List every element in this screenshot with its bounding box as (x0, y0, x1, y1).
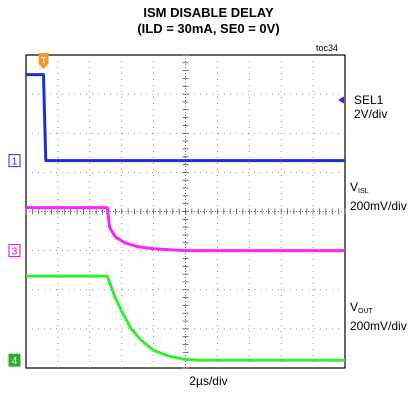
sel1-scale: 2V/div (354, 107, 388, 121)
chart-title-line2: (ILD = 30mA, SE0 = 0V) (137, 21, 280, 36)
channel-4-marker-box (8, 353, 21, 367)
vout-label: VOUT 200mV/div (350, 300, 407, 333)
vout-scale: 200mV/div (350, 319, 407, 333)
channel-4-marker-label: 4 (12, 356, 18, 367)
channel-1-marker-box (8, 154, 21, 168)
sel1-label: SEL1 2V/div (354, 93, 387, 121)
visl-scale: 200mV/div (350, 199, 407, 213)
channel-3-marker-label: 3 (12, 247, 18, 258)
trace-sel1 (26, 73, 345, 163)
grid (25, 54, 346, 369)
markers: 1 3 4 T (8, 53, 344, 367)
vout-name: VOUT (350, 300, 373, 315)
traces (26, 73, 345, 362)
visl-subscript: ISL (358, 188, 369, 195)
vout-subscript: OUT (358, 308, 373, 315)
trace-vout (26, 274, 345, 362)
trace-visl (26, 206, 345, 253)
sel1-name: SEL1 (354, 93, 384, 107)
figure-id: toc34 (316, 43, 339, 53)
visl-label: VISL 200mV/div (350, 180, 407, 213)
trigger-marker (38, 53, 49, 69)
chart-title-line1: ISM DISABLE DELAY (143, 5, 274, 20)
channel-1-marker-label: 1 (12, 157, 18, 168)
x-scale-label: 2µs/div (189, 374, 228, 388)
trigger-marker-label: T (41, 56, 46, 65)
visl-name: VISL (350, 180, 369, 195)
channel-3-marker-box (8, 244, 21, 258)
trigger-level-arrow (338, 96, 344, 104)
